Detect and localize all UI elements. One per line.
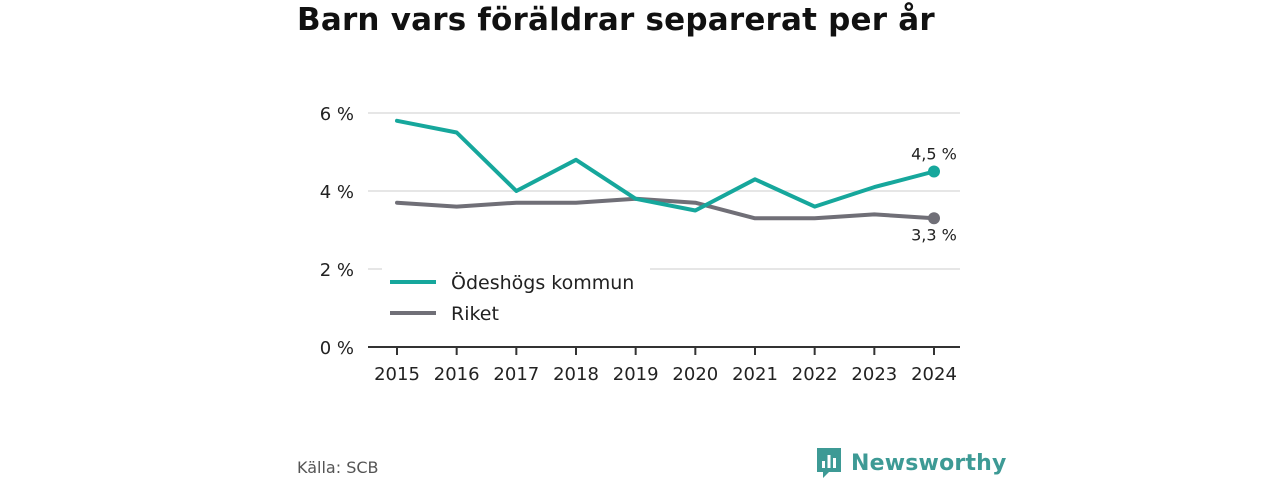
- legend: Ödeshögs kommun Riket: [382, 267, 650, 331]
- y-axis-ticks: 0 % 2 % 4 % 6 %: [320, 104, 354, 359]
- source-note: Källa: SCB: [297, 458, 379, 477]
- legend-label-riket: Riket: [451, 303, 499, 325]
- brand: Newsworthy: [815, 446, 1007, 480]
- x-tick-label: 2023: [851, 364, 897, 385]
- gridlines: [368, 112, 960, 270]
- x-tick-label: 2019: [613, 364, 659, 385]
- brand-name: Newsworthy: [851, 450, 1007, 476]
- bar-chart-speech-bubble-icon: [817, 448, 841, 478]
- series-line-odeshog: [395, 118, 936, 213]
- x-tick-label: 2018: [553, 364, 599, 385]
- end-label-riket: 3,3 %: [911, 225, 957, 244]
- chart-title: Barn vars föräldrar separerat per år: [297, 2, 935, 38]
- y-tick-label: 2 %: [320, 260, 354, 281]
- y-tick-label: 4 %: [320, 182, 354, 203]
- x-tick-label: 2016: [434, 364, 480, 385]
- x-tick-label: 2022: [792, 364, 838, 385]
- x-tick-label: 2020: [672, 364, 718, 385]
- x-tick-label: 2021: [732, 364, 778, 385]
- legend-background: [382, 267, 650, 331]
- end-label-odeshog: 4,5 %: [911, 145, 957, 164]
- end-point-odeshog: [928, 165, 940, 178]
- x-axis-ticks: 2015 2016 2017 2018 2019 2020 2021 2022 2023 2024: [374, 347, 957, 385]
- x-tick-label: 2015: [374, 364, 420, 385]
- x-tick-label: 2017: [493, 364, 539, 385]
- series-line-riket: [395, 196, 936, 221]
- end-point-riket: [928, 212, 940, 225]
- y-tick-label: 0 %: [320, 338, 354, 359]
- x-tick-label: 2024: [911, 364, 957, 385]
- legend-label-odeshog: Ödeshögs kommun: [451, 271, 634, 294]
- series-lines: 4,5 % 3,3 %: [395, 118, 957, 244]
- y-tick-label: 6 %: [320, 104, 354, 125]
